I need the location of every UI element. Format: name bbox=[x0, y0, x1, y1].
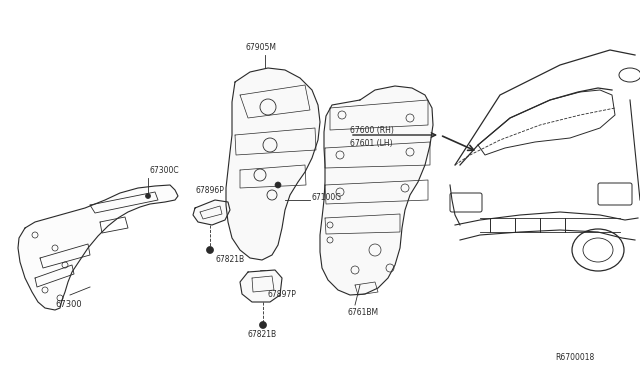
Text: 67897P: 67897P bbox=[268, 290, 297, 299]
Polygon shape bbox=[240, 270, 282, 302]
Text: 67600 (RH): 67600 (RH) bbox=[350, 125, 394, 135]
Text: R6700018: R6700018 bbox=[555, 353, 595, 362]
Polygon shape bbox=[320, 86, 433, 295]
Text: 67601 (LH): 67601 (LH) bbox=[350, 138, 392, 148]
Text: 6761BM: 6761BM bbox=[348, 308, 379, 317]
Circle shape bbox=[275, 182, 281, 188]
Text: 67896P: 67896P bbox=[195, 186, 224, 195]
Text: 67300C: 67300C bbox=[150, 166, 180, 175]
Polygon shape bbox=[18, 185, 178, 310]
Polygon shape bbox=[226, 68, 320, 260]
Text: 67905M: 67905M bbox=[245, 43, 276, 52]
Text: 67821B: 67821B bbox=[215, 255, 244, 264]
Text: 67821B: 67821B bbox=[248, 330, 277, 339]
Polygon shape bbox=[193, 200, 230, 225]
Text: 67300: 67300 bbox=[55, 300, 82, 309]
Text: 67100G: 67100G bbox=[312, 192, 342, 202]
Circle shape bbox=[145, 193, 150, 199]
Circle shape bbox=[207, 247, 214, 253]
Circle shape bbox=[259, 321, 266, 328]
